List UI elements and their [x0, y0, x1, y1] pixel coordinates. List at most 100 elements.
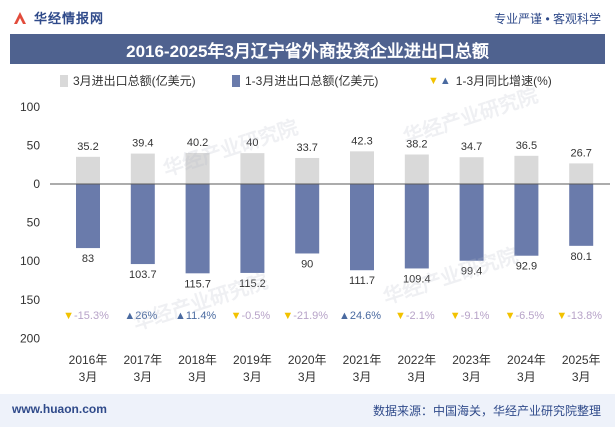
yoy-value: -9.1%	[461, 310, 490, 322]
x-tick-label: 2016年	[69, 353, 108, 367]
yoy-label: ▼-6.5%	[505, 310, 545, 322]
logo-icon	[14, 11, 26, 24]
legend-triangle-icon: ▼ ▲	[428, 74, 451, 87]
legend-label-march: 3月进出口总额(亿美元)	[73, 74, 196, 88]
yoy-up-marker: ▲	[124, 310, 135, 322]
data-label-ytd: 111.7	[349, 275, 375, 287]
y-tick-label: 0	[33, 177, 40, 191]
yoy-up-marker: ▲	[175, 310, 186, 322]
yoy-value: 11.4%	[186, 310, 217, 322]
yoy-label: ▼-2.1%	[395, 310, 435, 322]
x-tick-label: 2022年	[397, 353, 436, 367]
data-label-ytd: 115.2	[239, 278, 266, 290]
data-label-ytd: 103.7	[129, 269, 157, 281]
yoy-label: ▲11.4%	[175, 310, 216, 322]
x-tick-label: 3月	[353, 370, 372, 384]
x-tick-label: 3月	[243, 370, 262, 384]
bar-march	[240, 153, 265, 184]
y-tick-label: 200	[20, 331, 40, 345]
data-label-march: 26.7	[570, 147, 591, 159]
yoy-label: ▼-0.5%	[231, 310, 271, 322]
data-label-march: 38.2	[406, 139, 427, 151]
data-label-march: 40	[246, 137, 258, 149]
y-tick-label: 100	[20, 254, 40, 268]
bar-march	[350, 151, 374, 184]
legend-label-ytd: 1-3月进出口总额(亿美元)	[245, 74, 379, 88]
y-tick-label: 150	[20, 293, 40, 307]
yoy-label: ▼-13.8%	[556, 310, 602, 322]
data-label-march: 36.5	[516, 140, 537, 152]
x-tick-label: 3月	[517, 370, 536, 384]
legend-label-yoy: 1-3月同比增速(%)	[455, 74, 552, 88]
data-label-march: 34.7	[461, 141, 482, 153]
x-tick-label: 3月	[79, 370, 98, 384]
bar-ytd	[76, 184, 100, 249]
x-tick-label: 2017年	[123, 353, 162, 367]
footer-source: 数据来源：中国海关，华经产业研究院整理	[372, 404, 601, 418]
top-bar: 华经情报网 专业严谨 • 客观科学	[0, 0, 615, 34]
bar-ytd	[514, 184, 539, 256]
data-label-march: 39.4	[132, 138, 153, 150]
y-tick-label: 100	[20, 100, 40, 114]
data-label-ytd: 92.9	[516, 261, 537, 273]
data-label-ytd: 80.1	[570, 251, 591, 263]
data-label-march: 35.2	[77, 141, 98, 153]
bar-march	[185, 152, 210, 184]
yoy-down-marker: ▼	[231, 310, 242, 322]
data-label-ytd: 99.4	[461, 266, 482, 278]
x-tick-label: 2019年	[233, 353, 272, 367]
bar-march	[404, 154, 429, 184]
data-label-march: 40.2	[187, 137, 208, 149]
x-tick-label: 3月	[298, 370, 317, 384]
bar-ytd	[350, 184, 374, 271]
yoy-value: -6.5%	[515, 310, 544, 322]
yoy-value: -13.8%	[567, 310, 602, 322]
data-label-ytd: 115.7	[184, 278, 211, 290]
bar-ytd	[459, 184, 484, 261]
yoy-label: ▲24.6%	[339, 310, 381, 322]
data-label-ytd: 83	[82, 253, 94, 265]
x-tick-label: 2018年	[178, 353, 217, 367]
chart-plot: 1005005010015020035.283▼-15.3%2016年3月39.…	[20, 100, 610, 384]
x-tick-label: 3月	[133, 370, 152, 384]
yoy-value: -0.5%	[241, 310, 270, 322]
bar-ytd	[185, 184, 210, 274]
yoy-value: -2.1%	[406, 310, 435, 322]
yoy-value: -21.9%	[293, 310, 328, 322]
yoy-down-marker: ▼	[395, 310, 406, 322]
x-tick-label: 3月	[462, 370, 481, 384]
y-tick-label: 50	[27, 216, 41, 230]
data-label-ytd: 90	[301, 258, 313, 270]
yoy-value: 24.6%	[350, 310, 381, 322]
chart-title: 2016-2025年3月辽宁省外商投资企业进出口总额	[10, 34, 605, 64]
yoy-down-marker: ▼	[505, 310, 516, 322]
legend-swatch-march	[60, 74, 68, 87]
yoy-down-marker: ▼	[282, 310, 293, 322]
brand: 华经情报网	[12, 8, 104, 27]
legend: 3月进出口总额(亿美元) 1-3月进出口总额(亿美元) ▼ ▲ 1-3月同比增速(…	[0, 72, 615, 92]
footer-website: www.huaon.com	[12, 402, 107, 416]
x-tick-label: 2024年	[507, 353, 546, 367]
bar-march	[130, 153, 155, 184]
tagline: 专业严谨 • 客观科学	[494, 12, 601, 26]
legend-item-yoy: ▼ ▲ 1-3月同比增速(%)	[428, 72, 552, 89]
bar-ytd	[130, 184, 155, 265]
yoy-value: -15.3%	[74, 310, 109, 322]
yoy-down-marker: ▼	[450, 310, 461, 322]
x-tick-label: 3月	[572, 370, 591, 384]
bar-ytd	[240, 184, 265, 273]
yoy-label: ▼-15.3%	[63, 310, 109, 322]
x-tick-label: 2021年	[343, 353, 382, 367]
x-tick-label: 2025年	[562, 353, 601, 367]
legend-swatch-ytd	[232, 74, 240, 87]
y-tick-label: 50	[27, 138, 41, 152]
x-tick-label: 2023年	[452, 353, 491, 367]
yoy-down-marker: ▼	[556, 310, 567, 322]
data-label-ytd: 109.4	[403, 273, 431, 285]
yoy-up-marker: ▲	[339, 310, 350, 322]
yoy-down-marker: ▼	[63, 310, 74, 322]
data-label-march: 33.7	[296, 142, 317, 154]
legend-item-ytd: 1-3月进出口总额(亿美元)	[232, 72, 378, 89]
footer: www.huaon.com 数据来源：中国海关，华经产业研究院整理	[0, 394, 615, 427]
bar-ytd	[569, 184, 594, 246]
